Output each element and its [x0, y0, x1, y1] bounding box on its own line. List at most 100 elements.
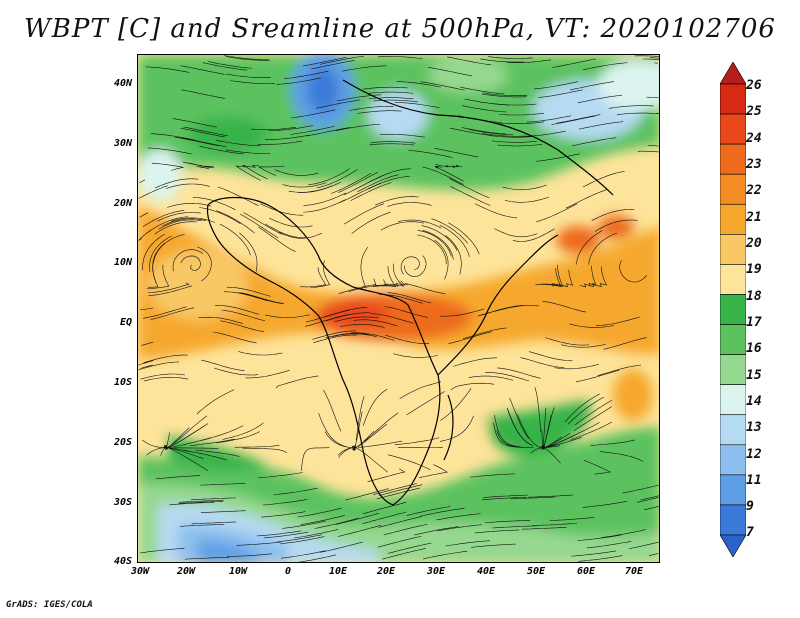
streamline [565, 189, 607, 209]
streamline [578, 555, 623, 562]
streamline [448, 331, 492, 344]
streamline [404, 255, 427, 277]
streamline [368, 168, 411, 183]
streamline [157, 212, 201, 222]
streamline [199, 207, 241, 225]
streamline [139, 179, 146, 184]
lon-label-70E: 70E [624, 566, 644, 577]
streamline [240, 213, 279, 239]
lon-label-20W: 20W [176, 566, 196, 577]
colorbar-swatch [720, 203, 746, 235]
streamline [491, 140, 537, 143]
streamline [230, 80, 275, 84]
streamline [380, 221, 425, 231]
streamline [369, 143, 415, 146]
lon-label-10W: 10W [228, 566, 248, 577]
streamline [350, 332, 395, 341]
streamline [143, 354, 188, 363]
streamline [572, 137, 617, 147]
streamline [343, 203, 385, 225]
streamline [512, 228, 555, 242]
colorbar-label-13: 13 [746, 420, 762, 435]
streamline [570, 421, 613, 440]
streamline [280, 536, 325, 545]
streamline [257, 140, 303, 145]
streamline [318, 413, 346, 447]
streamline [648, 553, 659, 556]
streamline [510, 496, 556, 500]
streamline [264, 134, 310, 140]
streamline [284, 70, 329, 79]
streamline [294, 529, 339, 539]
streamline [526, 115, 571, 123]
streamline [489, 135, 535, 138]
streamline [236, 541, 282, 546]
streamline [536, 203, 578, 222]
streamline [383, 524, 428, 536]
map-panel [137, 54, 660, 563]
streamline [316, 169, 358, 189]
streamline [353, 319, 398, 327]
streamline [240, 292, 285, 304]
streamline [148, 285, 193, 296]
streamline [338, 171, 379, 193]
streamline [485, 372, 529, 382]
streamline [312, 330, 357, 340]
streamline [303, 192, 347, 206]
streamline [453, 357, 498, 367]
streamline [616, 112, 659, 115]
streamline [599, 451, 644, 462]
streamline [569, 81, 615, 91]
streamline [154, 178, 199, 189]
streamline [302, 57, 347, 67]
streamline [480, 58, 525, 63]
streamline [169, 423, 209, 447]
streamline [220, 320, 264, 332]
streamline [517, 414, 544, 449]
streamline [196, 166, 210, 170]
streamline [564, 393, 600, 423]
streamline [139, 237, 142, 241]
streamline [367, 468, 406, 483]
streamline [182, 137, 227, 147]
streamline [139, 548, 185, 554]
colorbar-swatch [720, 234, 746, 265]
streamline [582, 500, 628, 508]
streamline [378, 484, 423, 496]
streamline [300, 267, 327, 288]
streamline [545, 337, 590, 346]
streamline [338, 446, 356, 458]
lon-label-50E: 50E [526, 566, 546, 577]
colorbar-label-26: 26 [746, 78, 762, 93]
streamline [373, 266, 397, 287]
streamline [258, 226, 296, 252]
streamline [485, 520, 531, 524]
lon-label-40E: 40E [476, 566, 496, 577]
streamline [471, 543, 516, 548]
streamline [214, 367, 259, 376]
streamline [436, 513, 481, 521]
streamline [647, 145, 659, 147]
streamline [474, 529, 520, 534]
streamline [169, 502, 215, 506]
streamline [154, 221, 197, 235]
streamline [257, 165, 285, 176]
streamline [575, 369, 620, 383]
streamline [330, 173, 372, 194]
streamline [590, 439, 635, 446]
streamline [191, 521, 237, 525]
streamline [337, 524, 382, 537]
streamline [406, 391, 445, 416]
lon-label-0: 0 [284, 566, 292, 577]
streamline [319, 541, 363, 553]
streamline [290, 126, 335, 135]
streamline [357, 440, 403, 448]
streamline [213, 331, 257, 344]
streamline [278, 231, 323, 239]
streamline [180, 127, 225, 138]
streamline [357, 174, 399, 192]
streamline [352, 447, 389, 473]
streamline [594, 219, 638, 232]
streamline [174, 136, 219, 147]
streamline [165, 183, 210, 189]
